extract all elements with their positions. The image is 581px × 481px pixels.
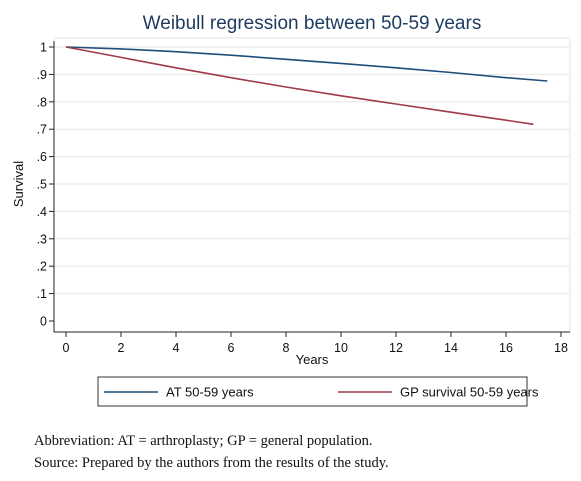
- series-lines: [65, 46, 548, 126]
- chart-title: Weibull regression between 50-59 years: [143, 13, 482, 34]
- y-tick-label: .1: [37, 287, 47, 301]
- y-tick-label: .6: [37, 150, 47, 164]
- x-tick-label: 12: [389, 341, 403, 355]
- y-axis-title: Survival: [11, 161, 26, 207]
- gridlines: [54, 46, 570, 295]
- y-tick-label: .4: [37, 205, 47, 219]
- y-tick-label: .2: [37, 260, 47, 274]
- x-tick-label: 0: [63, 341, 70, 355]
- legend: AT 50-59 years GP survival 50-59 years: [104, 385, 539, 400]
- legend-label: GP survival 50-59 years: [400, 385, 539, 400]
- x-tick-label: 10: [334, 341, 348, 355]
- plot-area: [53, 37, 571, 333]
- y-tick-label: .5: [37, 178, 47, 192]
- y-tick-label: 1: [40, 41, 47, 55]
- source-note: Source: Prepared by the authors from the…: [34, 455, 389, 471]
- y-tick-label: .7: [37, 123, 47, 137]
- x-tick-label: 18: [554, 341, 568, 355]
- legend-box: [97, 376, 528, 407]
- y-tick-label: .3: [37, 232, 47, 246]
- x-tick-label: 2: [118, 341, 125, 355]
- x-tick-label: 16: [499, 341, 513, 355]
- y-tick-label: .9: [37, 68, 47, 82]
- legend-label: AT 50-59 years: [166, 385, 254, 400]
- x-tick-label: 4: [173, 341, 180, 355]
- abbreviation-note: Abbreviation: AT = arthroplasty; GP = ge…: [34, 433, 373, 449]
- series-line-2: [65, 46, 534, 126]
- x-tick-label: 8: [283, 341, 290, 355]
- y-tick-label: 0: [40, 315, 47, 329]
- x-tick-label: 6: [228, 341, 235, 355]
- x-axis-title: Years: [296, 352, 329, 367]
- series-line-1: [65, 46, 548, 82]
- x-tick-label: 14: [444, 341, 458, 355]
- y-tick-label: .8: [37, 95, 47, 109]
- axes: 0.1.2.3.4.5.6.7.8.910 2 4 6 8 10 12 14 16 18: [37, 41, 570, 355]
